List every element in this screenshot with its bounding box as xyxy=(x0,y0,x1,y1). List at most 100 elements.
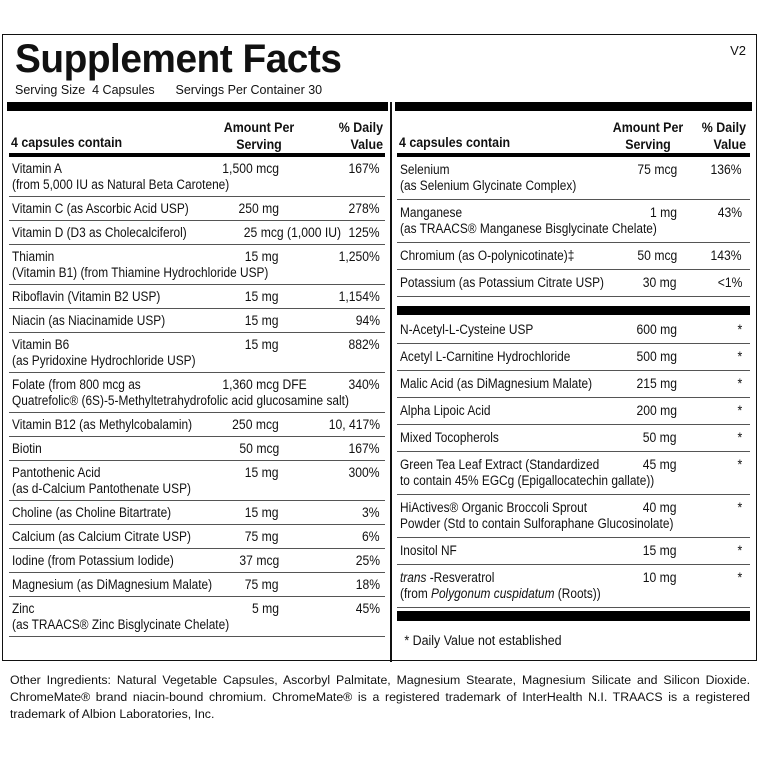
serving-info: Serving Size 4 Capsules Servings Per Con… xyxy=(15,83,322,97)
daily-value: 18% xyxy=(355,577,380,592)
nutrient-row: Thiamin (Vitamin B1) (from Thiamine Hydro… xyxy=(9,245,385,285)
nutrient-name-line: Thiamin xyxy=(12,249,55,264)
nutrient-row: Magnesium (as DiMagnesium Malate) 75 mg 18… xyxy=(9,573,385,597)
other-ingredients-line: Other Ingredients: Natural Vegetable Cap… xyxy=(10,673,750,687)
amount-per-serving: 37 mcg xyxy=(239,553,279,568)
nutrient-name-line: Calcium (as Calcium Citrate USP) xyxy=(12,529,191,544)
daily-value: * xyxy=(737,500,742,515)
top-bar-left xyxy=(7,102,388,111)
amount-per-serving: 25 mcg (1,000 IU) xyxy=(243,225,341,240)
daily-value: * xyxy=(737,570,742,585)
daily-value: 136% xyxy=(710,162,742,177)
daily-value: 300% xyxy=(348,465,380,480)
nutrient-name-line: Biotin xyxy=(12,441,42,456)
right-column: 4 capsules contain Amount Per Serving % … xyxy=(397,113,750,648)
nutrient-name-line: Chromium (as O-polynicotinate)‡ xyxy=(400,248,575,263)
amount-per-serving: 15 mg xyxy=(245,337,279,352)
italic-text: trans xyxy=(400,570,427,585)
nutrient-row: N-Acetyl-L-Cysteine USP 600 mg * xyxy=(397,317,750,344)
serving-size: Serving Size 4 Capsules xyxy=(15,83,155,97)
amount-per-serving: 5 mg xyxy=(251,601,279,616)
daily-value: 10, 417% xyxy=(328,417,380,432)
nutrient-name-line: Green Tea Leaf Extract (Standardized xyxy=(400,457,600,472)
daily-value: 25% xyxy=(355,553,380,568)
nutrient-row: Folate (from 800 mcg as Quatrefolic® (6S)… xyxy=(9,373,385,413)
amount-per-serving: 75 mcg xyxy=(637,162,677,177)
nutrient-name-line: Mixed Tocopherols xyxy=(400,430,499,445)
nutrient-name-line: Potassium (as Potassium Citrate USP) xyxy=(400,275,605,290)
daily-value: * xyxy=(737,543,742,558)
top-bar-right xyxy=(395,102,752,111)
nutrient-name-line: Vitamin A xyxy=(12,161,62,176)
amount-per-serving: 50 mcg xyxy=(637,248,677,263)
mineral-rows: Selenium (as Selenium Glycinate Complex) 7… xyxy=(397,157,750,297)
amount-per-serving: 1,500 mcg xyxy=(222,161,279,176)
nutrient-row: Malic Acid (as DiMagnesium Malate) 215 mg… xyxy=(397,371,750,398)
nutrient-row: Vitamin A (from 5,000 IU as Natural Beta … xyxy=(9,157,385,197)
nutrient-name-line: Niacin (as Niacinamide USP) xyxy=(12,313,166,328)
amount-per-serving: 1 mg xyxy=(649,205,677,220)
daily-value: 143% xyxy=(710,248,742,263)
nutrient-name-line: Pantothenic Acid xyxy=(12,465,101,480)
daily-value: 167% xyxy=(348,441,380,456)
amount-per-serving: 15 mg xyxy=(245,313,279,328)
amount-per-serving: 40 mg xyxy=(643,500,677,515)
nutrient-name-line: Quatrefolic® (6S)-5-Methyltetrahydrofoli… xyxy=(12,393,349,408)
daily-value: 1,154% xyxy=(338,289,380,304)
other-ingredients: Other Ingredients: Natural Vegetable Cap… xyxy=(10,672,750,723)
nutrient-row: Niacin (as Niacinamide USP) 15 mg 94% xyxy=(9,309,385,333)
nutrient-name-line: to contain 45% EGCg (Epigallocatechin ga… xyxy=(400,473,655,488)
nutrient-name-line: Malic Acid (as DiMagnesium Malate) xyxy=(400,376,593,391)
amount-per-serving: 10 mg xyxy=(643,570,677,585)
nutrient-row: Choline (as Choline Bitartrate) 15 mg 3% xyxy=(9,501,385,525)
nutrient-name-line: (as d-Calcium Pantothenate USP) xyxy=(12,481,191,496)
nutrient-row: Vitamin B6 (as Pyridoxine Hydrochloride U… xyxy=(9,333,385,373)
daily-value: 1,250% xyxy=(338,249,380,264)
panel-title: Supplement Facts xyxy=(15,37,342,81)
nutrient-name-line: Folate (from 800 mcg as xyxy=(12,377,141,392)
nutrient-name-line: Vitamin C (as Ascorbic Acid USP) xyxy=(12,201,189,216)
nutrient-name-line: (as TRAACS® Zinc Bisglycinate Chelate) xyxy=(12,617,230,632)
header-dv: % Daily Value xyxy=(701,120,746,152)
nutrient-name-line: Manganese xyxy=(400,205,463,220)
amount-per-serving: 15 mg xyxy=(245,505,279,520)
amount-per-serving: 200 mg xyxy=(636,403,677,418)
nutrient-name-line: Powder (Std to contain Sulforaphane Gluc… xyxy=(400,516,674,531)
nutrient-row: trans -Resveratrol (from Polygonum cuspid… xyxy=(397,565,750,608)
nutrient-name-line: (as Selenium Glycinate Complex) xyxy=(400,178,577,193)
daily-value: 6% xyxy=(362,529,380,544)
amount-per-serving: 600 mg xyxy=(636,322,677,337)
text-segment: -Resveratrol xyxy=(426,570,495,585)
amount-per-serving: 500 mg xyxy=(636,349,677,364)
nutrient-row: Acetyl L-Carnitine Hydrochloride 500 mg * xyxy=(397,344,750,371)
header-dv: % Daily Value xyxy=(338,120,383,152)
nutrient-row: Pantothenic Acid (as d-Calcium Pantothena… xyxy=(9,461,385,501)
daily-value: * xyxy=(737,376,742,391)
section-bar xyxy=(397,306,750,315)
nutrient-name-line: Zinc xyxy=(12,601,35,616)
nutrient-name-line: Inositol NF xyxy=(400,543,457,558)
daily-value: * xyxy=(737,403,742,418)
nutrient-name-line: (from Polygonum cuspidatum (Roots)) xyxy=(400,586,708,602)
daily-value: 125% xyxy=(348,225,380,240)
amount-per-serving: 15 mg xyxy=(245,289,279,304)
nutrient-row: Vitamin B12 (as Methylcobalamin) 250 mcg 1… xyxy=(9,413,385,437)
version-label: V2 xyxy=(730,43,746,58)
nutrient-row: Manganese (as TRAACS® Manganese Bisglycin… xyxy=(397,200,750,243)
nutrient-row: Potassium (as Potassium Citrate USP) 30 m… xyxy=(397,270,750,297)
amount-per-serving: 30 mg xyxy=(643,275,677,290)
nutrient-row: Vitamin D (D3 as Cholecalciferol) 25 mcg … xyxy=(9,221,385,245)
nutrient-row: Chromium (as O-polynicotinate)‡ 50 mcg 143… xyxy=(397,243,750,270)
amount-per-serving: 75 mg xyxy=(245,529,279,544)
nutrient-row: Calcium (as Calcium Citrate USP) 75 mg 6% xyxy=(9,525,385,549)
amount-per-serving: 45 mg xyxy=(643,457,677,472)
amount-per-serving: 250 mcg xyxy=(232,417,279,432)
nutrient-name-line: (Vitamin B1) (from Thiamine Hydrochlorid… xyxy=(12,265,269,280)
text-segment: (Roots)) xyxy=(554,586,601,601)
daily-value: 94% xyxy=(355,313,380,328)
header-name: 4 capsules contain xyxy=(399,135,511,150)
other-rows: N-Acetyl-L-Cysteine USP 600 mg * Acetyl L-C… xyxy=(397,317,750,608)
servings-per-container: Servings Per Container 30 xyxy=(175,83,323,97)
bottom-bar xyxy=(397,611,750,621)
daily-value: * xyxy=(737,430,742,445)
